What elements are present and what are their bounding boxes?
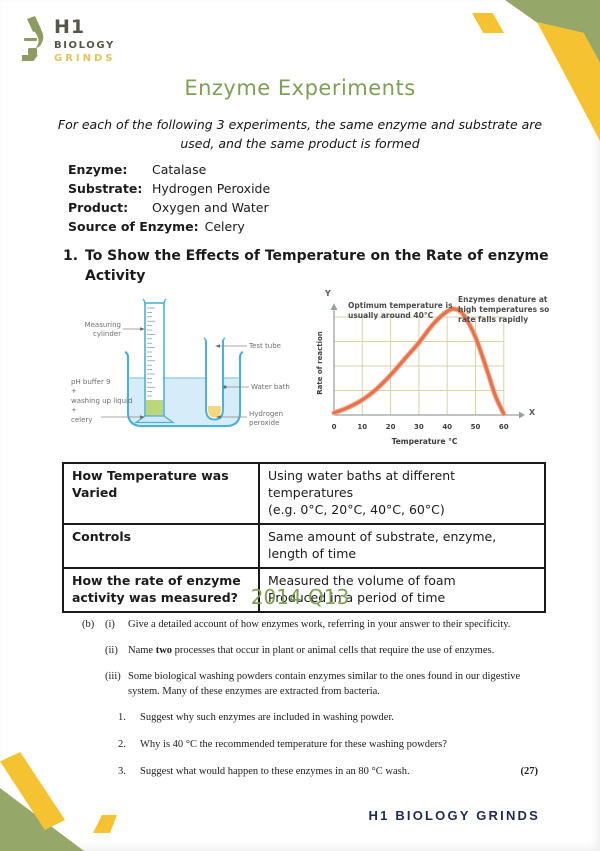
results-table: How Temperature was Varied Using water b… — [62, 462, 546, 613]
question-item-number: (ii) — [105, 645, 118, 657]
subitem-number: 2. — [118, 738, 126, 750]
water-bath-beaker — [124, 350, 244, 428]
section-1-heading: 1. To Show the Effects of Temperature on… — [63, 246, 549, 286]
table-row: Controls Same amount of substrate, enzym… — [62, 523, 546, 569]
logo-text-h1: H1 — [54, 16, 86, 38]
table-row-value: Same amount of substrate, enzyme, length… — [258, 523, 546, 569]
svg-text:20: 20 — [386, 423, 396, 431]
x-axis-label: Temperature °C — [391, 437, 458, 446]
y-axis-label: Rate of reaction — [316, 331, 324, 395]
y-axis-letter: Y — [325, 289, 331, 298]
table-row-label: How Temperature was Varied — [62, 462, 260, 525]
subitem-text: Suggest what would happen to these enzym… — [140, 766, 410, 778]
subitem-number: 1. — [118, 711, 126, 723]
x-axis-letter: X — [529, 408, 536, 417]
question-item: (b) (i) Give a detailed account of how e… — [82, 618, 540, 632]
graph-canvas: 0 10 20 30 40 50 60 — [330, 303, 525, 431]
subitem-text: Suggest why such enzymes are included in… — [140, 711, 394, 723]
detail-row-substrate: Substrate: Hydrogen Peroxide — [68, 179, 270, 198]
intro-line-1: For each of the following 3 experiments,… — [57, 117, 543, 132]
experiment-details: Enzyme: Catalase Substrate: Hydrogen Per… — [68, 160, 270, 236]
detail-label: Substrate: — [68, 181, 143, 196]
test-tube-body — [205, 340, 224, 421]
svg-text:60: 60 — [499, 423, 509, 431]
table-row: How the rate of enzyme activity was meas… — [62, 567, 546, 613]
question-item-text: Give a detailed account of how enzymes w… — [128, 619, 511, 630]
cylinder-graduations — [147, 307, 155, 397]
question-subitem: 2. Why is 40 °C the recommended temperat… — [118, 738, 540, 752]
table-row-label: Controls — [62, 523, 260, 569]
question-heading: 2014 Q13 — [250, 585, 350, 609]
question-item-number: (i) — [105, 619, 115, 630]
corner-decoration-top-right-yellow-small — [472, 13, 504, 33]
logo-text-grinds: GRINDS — [54, 53, 116, 64]
svg-text:10: 10 — [357, 423, 367, 431]
intro-line-2: used, and the same product is formed — [180, 136, 420, 152]
subitem-text: Why is 40 °C the recommended temperature… — [140, 738, 447, 750]
apparatus-diagram: Measuring cylinder Test tube pH buffer 9… — [65, 288, 313, 453]
table-row-value: Measured the volume of foam Produced in … — [258, 567, 546, 613]
label-mixture: pH buffer 9 + washing up liquid + celery — [71, 378, 133, 424]
microscope-icon — [20, 15, 50, 67]
question-item-text: Name two processes that occur in plant o… — [128, 645, 495, 657]
temperature-rate-graph: 0 10 20 30 40 50 60 Y X Rate of reaction Tempe… — [312, 288, 562, 456]
question-part-label: (b) — [82, 619, 95, 630]
detail-value: Catalase — [152, 162, 207, 177]
table-row-label: How the rate of enzyme activity was meas… — [62, 567, 260, 613]
detail-label: Enzyme: — [68, 162, 128, 177]
section-title-line-2: Activity — [85, 268, 146, 284]
label-test-tube: Test tube — [249, 342, 281, 350]
table-row: How Temperature was Varied Using water b… — [62, 462, 546, 525]
leader-arrowheads — [140, 327, 227, 419]
logo-text-biology: BIOLOGY — [54, 40, 115, 51]
question-item-number: (iii) — [105, 671, 121, 683]
intro-text: For each of the following 3 experiments,… — [50, 115, 550, 154]
detail-value: Hydrogen Peroxide — [152, 181, 271, 196]
cylinder-base — [133, 415, 176, 424]
detail-value: Celery — [204, 219, 245, 234]
svg-text:0: 0 — [332, 423, 337, 431]
section-title: To Show the Effects of Temperature on th… — [85, 246, 549, 286]
detail-label: Product: — [68, 200, 129, 215]
footer-brand: H1 BIOLOGY GRINDS — [368, 808, 540, 823]
section-title-line-1: To Show the Effects of Temperature on th… — [85, 248, 549, 264]
page-title: Enzyme Experiments — [184, 76, 416, 100]
question-item-text: Some biological washing powders contain … — [128, 671, 521, 697]
detail-row-enzyme: Enzyme: Catalase — [68, 160, 270, 179]
subitem-number: 3. — [118, 766, 126, 778]
marks-badge: (27) — [520, 766, 539, 778]
annotation-denature: Enzymes denature at high temperatures so… — [458, 295, 550, 325]
enzyme-mixture-liquid — [146, 400, 163, 416]
measuring-cylinder-body — [144, 302, 165, 417]
question-item: (iii) Some biological washing powders co… — [82, 670, 540, 698]
svg-text:50: 50 — [471, 423, 481, 431]
leader-lines — [101, 328, 249, 418]
apparatus-drawing — [101, 298, 249, 428]
detail-label: Source of Enzyme: — [68, 219, 199, 234]
detail-row-product: Product: Oxygen and Water — [68, 198, 270, 217]
label-water-bath: Water bath — [251, 383, 290, 391]
question-item: (ii) Name two processes that occur in pl… — [82, 644, 540, 658]
exam-question-block: (b) (i) Give a detailed account of how e… — [82, 618, 540, 792]
annotation-optimum-temperature: Optimum temperature is usually around 40… — [348, 301, 453, 321]
detail-row-source: Source of Enzyme: Celery — [68, 217, 270, 236]
corner-decoration-bottom-left-yellow-small — [93, 815, 117, 833]
brand-logo: H1 BIOLOGY GRINDS — [20, 15, 116, 67]
question-subitem: 3. Suggest what would happen to these en… — [118, 765, 540, 779]
label-measuring-cylinder: Measuring cylinder — [84, 321, 121, 339]
svg-text:40: 40 — [442, 423, 452, 431]
detail-value: Oxygen and Water — [152, 200, 269, 215]
label-hydrogen-peroxide: Hydrogen peroxide — [249, 410, 284, 428]
table-row-value: Using water baths at different temperatu… — [258, 462, 546, 525]
hydrogen-peroxide-liquid — [208, 406, 221, 418]
section-number: 1. — [63, 248, 79, 264]
question-subitem: 1. Suggest why such enzymes are included… — [118, 711, 540, 725]
svg-text:30: 30 — [414, 423, 424, 431]
